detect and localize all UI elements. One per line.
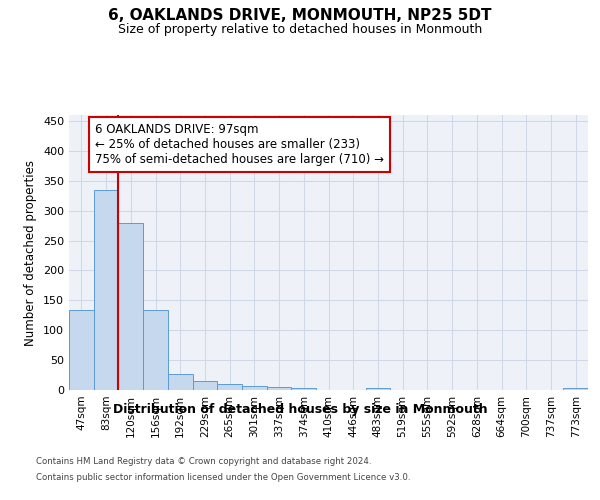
Bar bbox=[292, 388, 316, 390]
Bar bbox=[217, 384, 242, 390]
Bar bbox=[94, 190, 118, 390]
Bar bbox=[563, 388, 588, 390]
Bar bbox=[267, 387, 292, 390]
Bar bbox=[118, 222, 143, 390]
Text: Size of property relative to detached houses in Monmouth: Size of property relative to detached ho… bbox=[118, 22, 482, 36]
Text: Distribution of detached houses by size in Monmouth: Distribution of detached houses by size … bbox=[113, 402, 487, 415]
Y-axis label: Number of detached properties: Number of detached properties bbox=[25, 160, 37, 346]
Bar bbox=[143, 310, 168, 390]
Bar bbox=[69, 310, 94, 390]
Bar bbox=[193, 381, 217, 390]
Text: 6 OAKLANDS DRIVE: 97sqm
← 25% of detached houses are smaller (233)
75% of semi-d: 6 OAKLANDS DRIVE: 97sqm ← 25% of detache… bbox=[95, 123, 384, 166]
Bar bbox=[242, 386, 267, 390]
Text: Contains public sector information licensed under the Open Government Licence v3: Contains public sector information licen… bbox=[36, 472, 410, 482]
Text: 6, OAKLANDS DRIVE, MONMOUTH, NP25 5DT: 6, OAKLANDS DRIVE, MONMOUTH, NP25 5DT bbox=[108, 8, 492, 22]
Text: Contains HM Land Registry data © Crown copyright and database right 2024.: Contains HM Land Registry data © Crown c… bbox=[36, 458, 371, 466]
Bar bbox=[365, 388, 390, 390]
Bar bbox=[168, 374, 193, 390]
